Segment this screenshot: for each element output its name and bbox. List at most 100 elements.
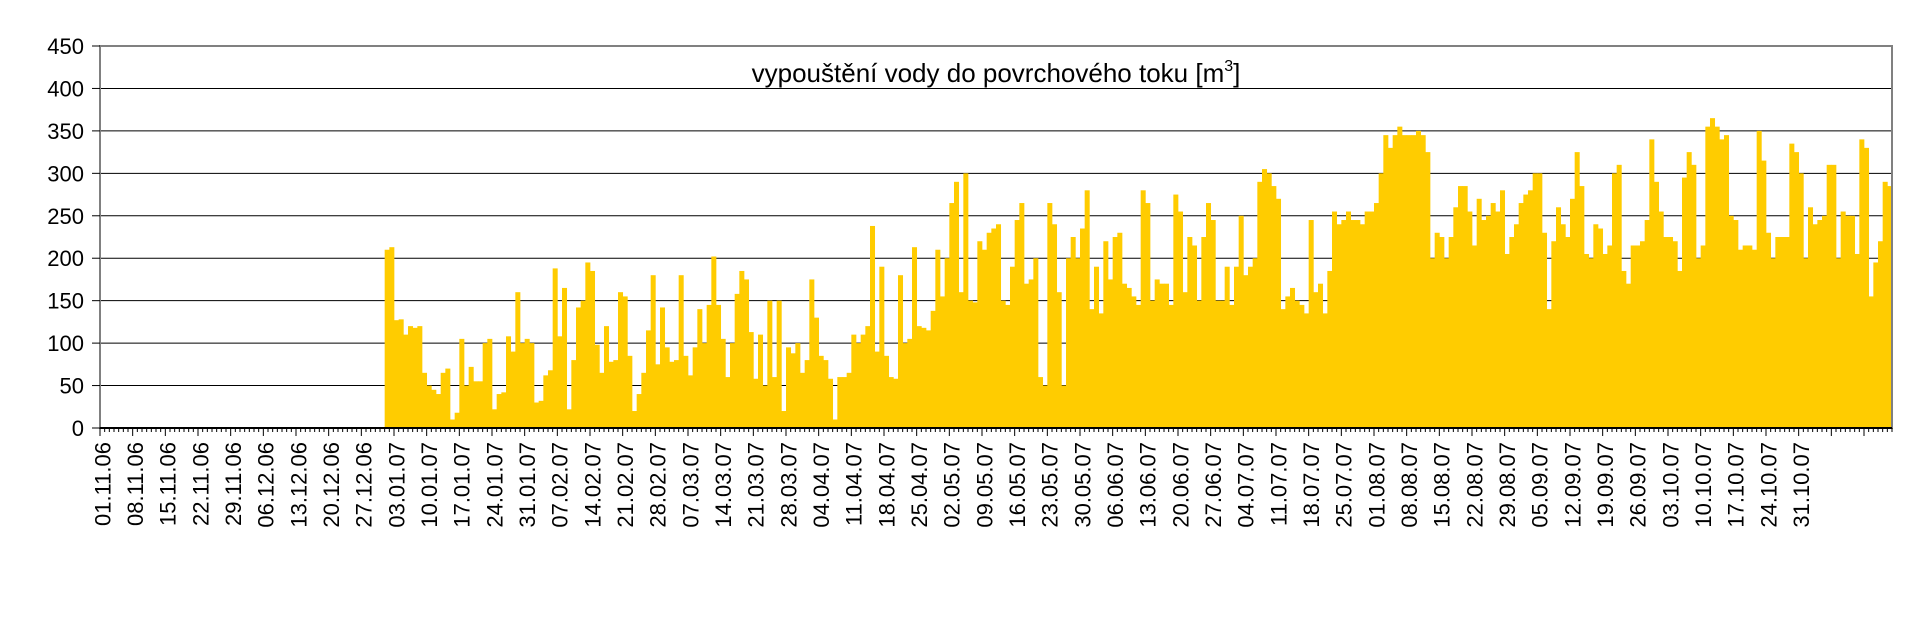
x-tick-label: 17.10.07: [1724, 442, 1749, 528]
x-tick-label: 28.02.07: [646, 442, 671, 528]
x-tick-label: 06.06.07: [1103, 442, 1128, 528]
bar: [408, 326, 414, 428]
bar: [1532, 173, 1538, 428]
bar: [1154, 279, 1160, 428]
bar: [1290, 287, 1296, 428]
bar: [1425, 152, 1431, 429]
bar: [1612, 173, 1618, 428]
y-tick-label: 150: [47, 289, 84, 314]
y-axis: 0 50 100 150 200 250 300 350 400 450: [47, 34, 100, 441]
y-tick-label: 400: [47, 76, 84, 101]
bar: [1812, 224, 1818, 428]
bar: [1276, 198, 1282, 428]
bar: [1075, 258, 1081, 428]
bar: [1579, 186, 1585, 428]
x-tick-label: 04.04.07: [809, 442, 834, 528]
bar: [1444, 258, 1450, 428]
bar: [1346, 211, 1352, 428]
chart-title-end: ]: [1233, 58, 1240, 88]
x-tick-label: 07.03.07: [678, 442, 703, 528]
bar: [1551, 241, 1557, 428]
bar: [1145, 203, 1151, 428]
bar: [1206, 203, 1212, 428]
bar: [1560, 224, 1566, 428]
bar: [1607, 245, 1613, 428]
bar: [1537, 173, 1543, 428]
bar: [1392, 135, 1398, 428]
bar: [1570, 198, 1576, 428]
bar: [851, 334, 857, 428]
bar: [1210, 220, 1216, 428]
y-tick-label: 0: [72, 416, 84, 441]
bar: [1845, 215, 1851, 428]
bar: [1033, 258, 1039, 428]
x-tick-label: 20.06.07: [1168, 442, 1193, 528]
bar: [678, 275, 684, 428]
bar: [436, 394, 442, 428]
bar: [786, 347, 792, 428]
x-axis: 01.11.06 08.11.06 15.11.06 22.11.06 29.11.06…: [90, 427, 1893, 528]
bar: [1038, 377, 1044, 428]
x-tick-label: 25.07.07: [1332, 442, 1357, 528]
bar: [879, 266, 885, 428]
bar: [1056, 292, 1062, 428]
x-tick-label: 15.08.07: [1430, 442, 1455, 528]
bar: [398, 319, 404, 428]
bar: [1448, 237, 1454, 428]
bar: [1528, 190, 1534, 428]
bar: [1593, 224, 1599, 428]
bar: [1840, 211, 1846, 428]
x-tick-label: 10.01.07: [417, 442, 442, 528]
bar: [1318, 283, 1324, 428]
bar: [1887, 186, 1893, 428]
bar: [1458, 186, 1464, 428]
bar: [767, 300, 773, 428]
chart-title-main: vypouštění vody do povrchového toku [m: [752, 58, 1225, 88]
bar: [1794, 152, 1800, 429]
bar: [996, 224, 1002, 428]
bar: [496, 394, 502, 428]
bar: [1052, 224, 1058, 428]
bar: [842, 377, 848, 428]
x-tick-label: 08.08.07: [1397, 442, 1422, 528]
bar: [1481, 220, 1487, 428]
bar: [445, 368, 451, 428]
bar: [426, 385, 432, 428]
bar: [730, 343, 736, 428]
bar: [1304, 313, 1310, 428]
x-tick-label: 23.05.07: [1038, 442, 1063, 528]
bar: [1500, 190, 1506, 428]
x-tick-label: 04.07.07: [1234, 442, 1259, 528]
bar: [1878, 241, 1884, 428]
bar: [1173, 194, 1179, 428]
bar: [1122, 283, 1128, 428]
bar: [1042, 385, 1048, 428]
bar: [450, 419, 456, 428]
bar: [1663, 237, 1669, 428]
bar: [1864, 147, 1870, 428]
bar: [501, 392, 507, 428]
bar: [478, 381, 484, 428]
x-tick-label: 07.02.07: [548, 442, 573, 528]
x-tick-label: 18.07.07: [1299, 442, 1324, 528]
bar: [828, 378, 834, 428]
bar: [734, 293, 740, 428]
bar: [716, 304, 722, 428]
chart-title-superscript: 3: [1224, 58, 1233, 75]
bar: [1672, 241, 1678, 428]
bar: [492, 409, 498, 428]
bar: [832, 419, 838, 428]
bar: [422, 372, 428, 428]
bar: [884, 355, 890, 428]
bar: [940, 296, 946, 428]
x-tick-label: 13.06.07: [1136, 442, 1161, 528]
x-tick-label: 09.05.07: [972, 442, 997, 528]
bar: [1626, 283, 1632, 428]
bar: [1285, 296, 1291, 428]
bar: [1126, 287, 1132, 428]
bar: [384, 249, 390, 428]
bar: [394, 320, 400, 428]
bar: [1089, 309, 1095, 428]
bar: [1523, 194, 1529, 428]
